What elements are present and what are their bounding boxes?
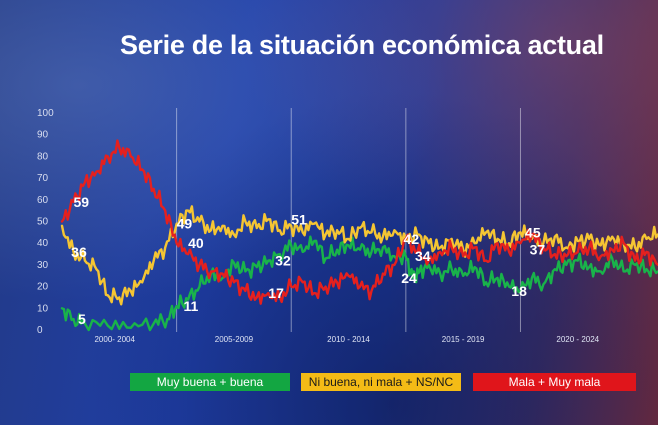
data-label: 40 <box>188 235 204 251</box>
y-tick-label: 70 <box>37 173 49 184</box>
period-label: 2005-2009 <box>215 335 254 344</box>
y-tick-label: 40 <box>37 238 49 249</box>
y-tick-label: 60 <box>37 195 49 206</box>
y-tick-label: 100 <box>37 108 54 119</box>
data-label: 51 <box>291 211 307 227</box>
legend-red: Mala + Muy mala <box>473 373 636 391</box>
y-tick-label: 0 <box>37 325 43 336</box>
series-line-green <box>60 235 658 332</box>
legend-green: Muy buena + buena <box>130 373 290 391</box>
data-label: 36 <box>71 244 87 260</box>
data-label: 34 <box>415 248 431 264</box>
y-tick-label: 30 <box>37 260 49 271</box>
y-tick-label: 10 <box>37 303 49 314</box>
data-label: 49 <box>177 216 193 232</box>
data-label: 37 <box>530 242 546 258</box>
data-label: 18 <box>511 283 527 299</box>
data-label: 42 <box>404 231 420 247</box>
data-label: 59 <box>73 194 89 210</box>
y-tick-label: 80 <box>37 151 49 162</box>
chart-title: Serie de la situación económica actual <box>120 30 604 60</box>
series-line-red <box>60 139 658 305</box>
data-label: 17 <box>268 285 284 301</box>
period-label: 2000- 2004 <box>94 335 135 344</box>
data-label: 5 <box>78 311 86 327</box>
period-label: 2010 - 2014 <box>327 335 370 344</box>
data-label: 32 <box>275 253 291 269</box>
series-line-yellow <box>60 205 658 306</box>
y-tick-label: 50 <box>37 217 49 228</box>
y-tick-label: 90 <box>37 130 49 141</box>
data-label: 45 <box>525 224 541 240</box>
period-label: 2015 - 2019 <box>442 335 485 344</box>
period-label: 2020 - 2024 <box>556 335 599 344</box>
legend-yellow: Ni buena, ni mala + NS/NC <box>301 373 461 391</box>
data-label: 11 <box>183 298 198 314</box>
data-label: 24 <box>401 270 417 286</box>
y-tick-label: 20 <box>37 282 49 293</box>
